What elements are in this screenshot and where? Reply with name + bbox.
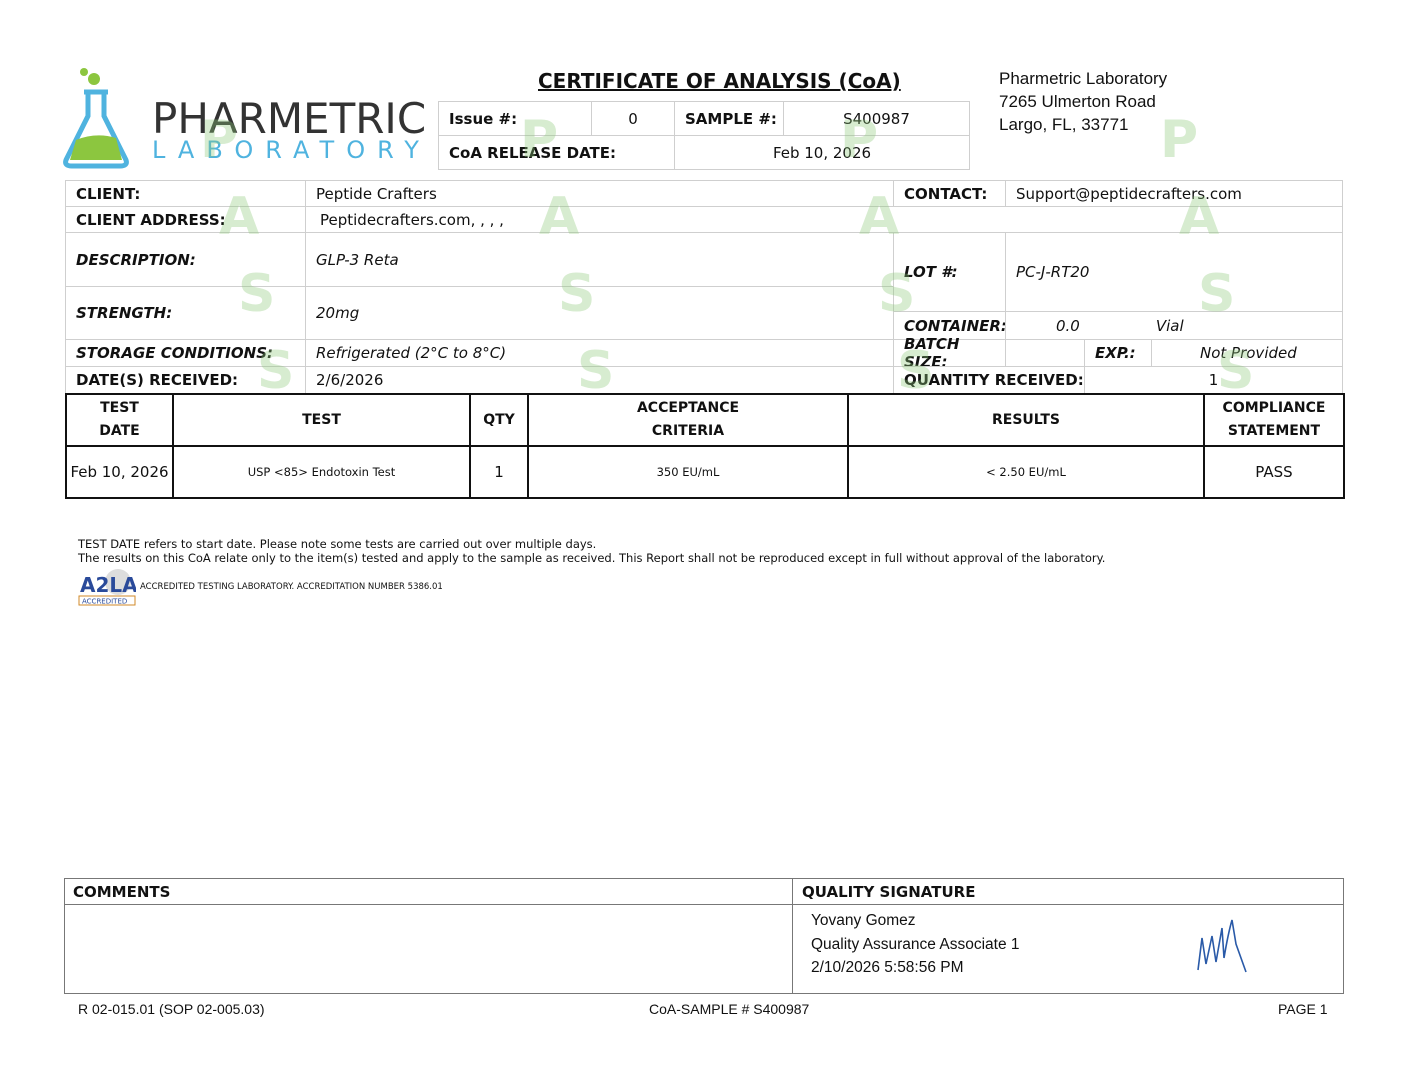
footer-form-code: R 02-015.01 (SOP 02-005.03): [78, 1001, 265, 1017]
logo-name: PHARMETRIC: [152, 94, 427, 143]
comments-label: COMMENTS: [73, 883, 171, 901]
release-label: CoA RELEASE DATE:: [438, 135, 675, 170]
qty-received-value: 1: [1084, 366, 1343, 394]
cell-results: < 2.50 EU/mL: [847, 445, 1205, 499]
cell-test-date: Feb 10, 2026: [65, 445, 174, 499]
handwritten-signature-icon: [1197, 919, 1247, 973]
logo-sub: LABORATORY: [152, 136, 431, 164]
accredited-badge-text: ACCREDITED: [82, 598, 127, 606]
header-qty: QTY: [469, 393, 529, 447]
lab-city: Largo, FL, 33771: [999, 115, 1129, 134]
footer-page: PAGE 1: [1278, 1001, 1328, 1017]
contact-value: Support@peptidecrafters.com: [1005, 180, 1343, 207]
sample-value: S400987: [783, 101, 970, 136]
signer-name: Yovany Gomez: [811, 912, 916, 929]
container-value: 0.0 Vial: [1005, 311, 1343, 340]
sample-label: SAMPLE #:: [674, 101, 784, 136]
svg-text:A2LA: A2LA: [80, 573, 136, 597]
strength-label: STRENGTH:: [65, 286, 306, 340]
header-compliance-statement: COMPLIANCE STATEMENT: [1203, 393, 1345, 447]
release-value: Feb 10, 2026: [674, 135, 970, 170]
notes: TEST DATE refers to start date. Please n…: [78, 537, 1105, 565]
divider: [64, 904, 1344, 905]
batch-label: BATCH SIZE:: [893, 335, 1006, 371]
container-type: Vial: [1155, 316, 1184, 335]
lot-value: PC-J-RT20: [1005, 232, 1343, 312]
client-label: CLIENT:: [65, 180, 306, 207]
flask-logo-icon: [63, 68, 129, 169]
lab-street: 7265 Ulmerton Road: [999, 92, 1156, 111]
exp-value: Not Provided: [1151, 339, 1343, 367]
contact-label: CONTACT:: [893, 180, 1006, 207]
cell-acceptance-criteria: 350 EU/mL: [527, 445, 849, 499]
cell-test-name: USP <85> Endotoxin Test: [172, 445, 471, 499]
footer-sample: CoA-SAMPLE # S400987: [649, 1001, 810, 1017]
container-qty: 0.0: [1056, 316, 1080, 335]
strength-value: 20mg: [305, 286, 894, 340]
received-label: DATE(S) RECEIVED:: [65, 366, 306, 394]
header-acceptance-criteria: ACCEPTANCE CRITERIA: [527, 393, 849, 447]
client-value: Peptide Crafters: [305, 180, 894, 207]
signature-datetime: 2/10/2026 5:58:56 PM: [811, 959, 964, 976]
cell-qty: 1: [469, 445, 529, 499]
exp-label: EXP.:: [1084, 339, 1152, 367]
issue-value: 0: [591, 101, 675, 136]
qty-received-label: QUANTITY RECEIVED:: [893, 366, 1085, 394]
signer-role: Quality Assurance Associate 1: [811, 935, 1020, 953]
header-test-date: TEST DATE: [65, 393, 174, 447]
header-test-name: TEST: [172, 393, 471, 447]
signature-details: Yovany Gomez Quality Assurance Associate…: [811, 909, 1020, 980]
batch-value: [1005, 339, 1085, 367]
note-results: The results on this CoA relate only to t…: [78, 551, 1106, 565]
a2la-accredited-logo-icon: A2LA ACCREDITED: [78, 569, 136, 606]
address-value: Peptidecrafters.com, , , ,: [305, 206, 1343, 233]
note-test-date: TEST DATE refers to start date. Please n…: [78, 537, 597, 551]
lab-name: Pharmetric Laboratory: [999, 69, 1168, 88]
description-value: GLP-3 Reta: [305, 232, 894, 287]
issue-label: Issue #:: [438, 101, 592, 136]
storage-value: Refrigerated (2°C to 8°C): [305, 339, 894, 367]
description-label: DESCRIPTION:: [65, 232, 306, 287]
accreditation-text: ACCREDITED TESTING LABORATORY. ACCREDITA…: [140, 582, 443, 592]
divider: [792, 878, 793, 994]
header-results: RESULTS: [847, 393, 1205, 447]
cell-compliance-statement: PASS: [1203, 445, 1345, 499]
address-label: CLIENT ADDRESS:: [65, 206, 306, 233]
lot-label: LOT #:: [893, 232, 1006, 312]
comments-signature-box: [64, 878, 1344, 994]
received-value: 2/6/2026: [305, 366, 894, 394]
document-title: CERTIFICATE OF ANALYSIS (CoA): [538, 69, 901, 93]
storage-label: STORAGE CONDITIONS:: [65, 339, 306, 367]
signature-label: QUALITY SIGNATURE: [802, 883, 976, 901]
lab-address: Pharmetric Laboratory 7265 Ulmerton Road…: [999, 67, 1167, 136]
